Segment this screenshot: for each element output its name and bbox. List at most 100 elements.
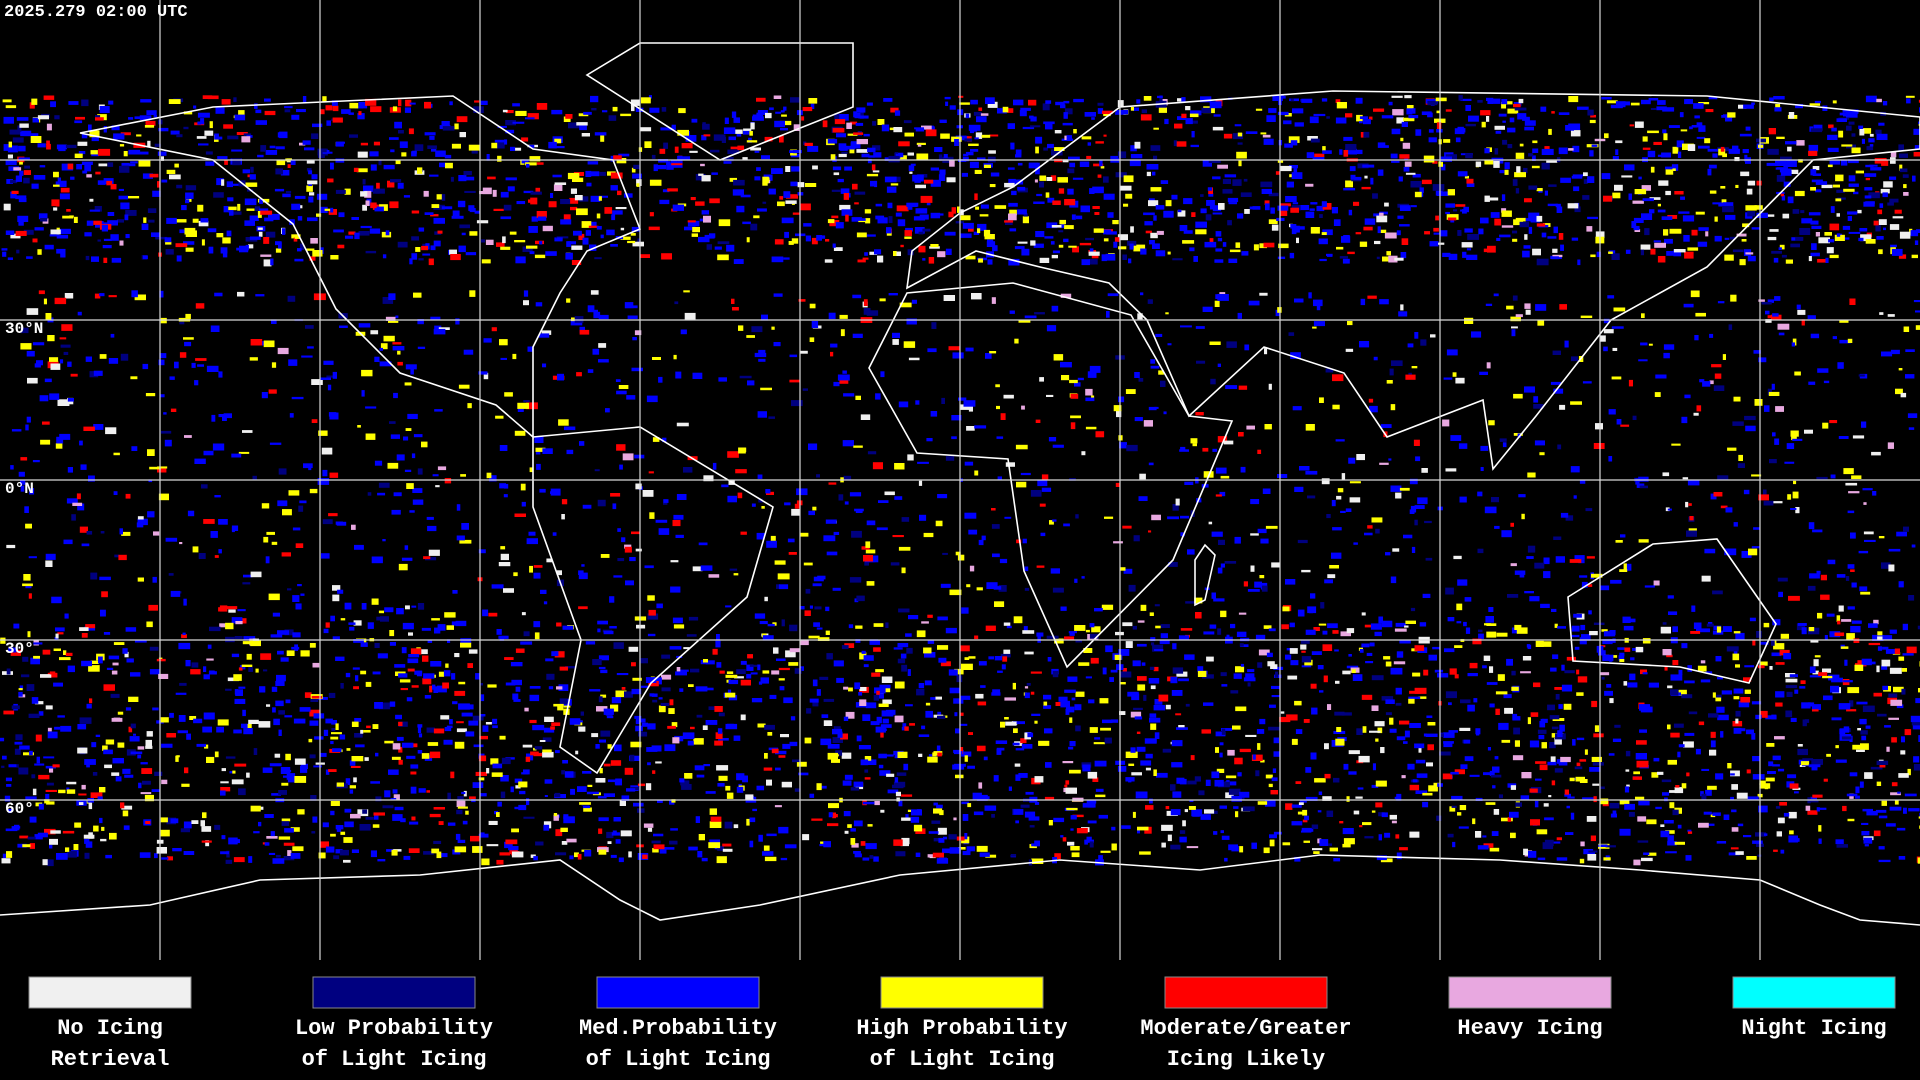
icing-pixel [1443,732,1455,738]
icing-pixel [507,186,515,192]
icing-pixel [102,245,112,249]
icing-pixel [1917,857,1920,864]
icing-pixel [442,126,455,131]
icing-pixel [746,664,754,671]
icing-pixel [1788,595,1800,601]
icing-pixel [529,686,541,689]
icing-pixel [1268,628,1276,632]
icing-pixel [392,346,405,351]
icing-pixel [843,475,852,480]
icing-pixel [655,519,668,523]
icing-pixel [1305,211,1315,218]
icing-pixel [1786,443,1795,449]
icing-pixel [363,185,374,192]
icing-pixel [89,198,94,202]
icing-pixel [74,822,82,828]
icing-pixel [1681,416,1688,424]
icing-pixel [1454,128,1465,135]
icing-pixel [661,674,672,680]
icing-pixel [1051,149,1063,156]
icing-pixel [1698,227,1709,231]
icing-pixel [505,177,517,181]
icing-pixel [980,204,989,209]
icing-pixel [1918,121,1920,125]
icing-pixel [1873,619,1879,625]
icing-pixel [483,338,492,343]
icing-pixel [1452,841,1456,848]
icing-pixel [13,167,22,171]
icing-pixel [957,554,965,561]
icing-pixel [1544,190,1548,196]
icing-pixel [1342,258,1350,264]
icing-pixel [353,620,362,626]
icing-pixel [1303,719,1310,723]
icing-pixel [1876,98,1882,103]
icing-pixel [305,325,314,329]
icing-pixel [687,740,694,746]
icing-pixel [681,143,693,149]
icing-pixel [526,245,538,249]
icing-pixel [339,325,348,328]
icing-pixel [1843,468,1854,475]
icing-pixel [960,712,964,716]
icing-pixel [1243,677,1256,682]
icing-pixel [263,259,272,267]
icing-pixel [583,111,592,115]
icing-pixel [5,777,12,782]
icing-pixel [1610,104,1623,109]
icing-pixel [1123,568,1133,574]
icing-pixel [702,122,706,128]
icing-pixel [1787,494,1792,500]
icing-pixel [1185,601,1196,604]
icing-pixel [529,694,540,702]
icing-pixel [159,353,167,359]
icing-pixel [32,460,40,463]
icing-pixel [1241,251,1249,256]
icing-pixel [10,465,14,470]
icing-pixel [1257,528,1267,534]
icing-pixel [1115,482,1120,487]
icing-pixel [1028,99,1037,106]
icing-pixel [954,139,959,146]
icing-pixel [1018,320,1031,323]
icing-pixel [125,234,130,239]
icing-pixel [1051,254,1058,259]
icing-pixel [1085,388,1093,396]
icing-pixel [529,467,534,473]
icing-pixel [105,427,117,435]
icing-pixel [1084,839,1094,843]
icing-pixel [39,165,46,168]
icing-pixel [1195,326,1205,329]
icing-pixel [451,143,461,149]
icing-pixel [331,720,337,725]
icing-pixel [1325,368,1334,373]
icing-pixel [938,857,947,861]
icing-pixel [597,499,606,507]
icing-pixel [233,97,237,102]
icing-pixel [1810,252,1820,257]
icing-pixel [746,237,750,243]
icing-pixel [1859,128,1872,134]
icing-pixel [362,809,368,814]
icing-pixel [523,190,534,194]
icing-pixel [779,120,792,126]
icing-pixel [1388,255,1398,263]
icing-pixel [799,606,805,610]
icing-pixel [943,295,955,301]
icing-pixel [992,689,1001,694]
icing-pixel [1699,628,1710,633]
icing-pixel [1639,485,1648,489]
icing-pixel [816,689,821,696]
icing-pixel [183,598,187,606]
icing-pixel [1604,133,1609,139]
icing-pixel [1487,99,1494,104]
icing-pixel [1889,667,1902,674]
icing-pixel [399,679,411,683]
icing-pixel [1751,546,1761,549]
icing-pixel [866,102,873,106]
icing-pixel [145,739,152,747]
icing-pixel [378,160,382,166]
icing-pixel [968,656,976,659]
icing-pixel [1234,124,1242,127]
icing-pixel [808,510,815,516]
